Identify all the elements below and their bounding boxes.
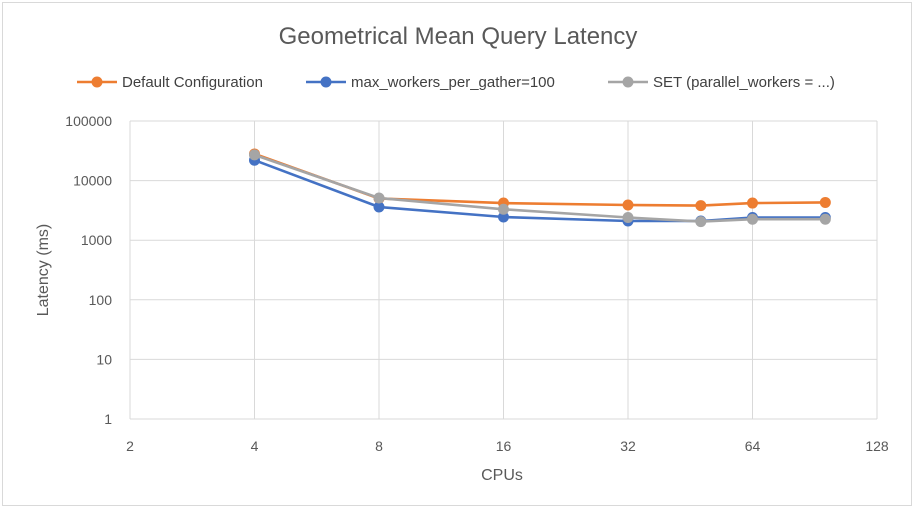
y-tick-label: 1: [104, 411, 112, 427]
legend: Default Configuration max_workers_per_gat…: [77, 74, 835, 91]
x-tick-label: 128: [865, 438, 889, 454]
data-point: [747, 213, 758, 225]
data-point: [695, 200, 707, 212]
y-tick-label: 1000: [81, 232, 112, 248]
data-point: [622, 212, 634, 224]
y-axis-title: Latency (ms): [35, 224, 52, 316]
data-point: [622, 199, 634, 211]
legend-item-3: SET (parallel_workers = ...): [608, 74, 835, 91]
y-tick-label: 100: [89, 292, 113, 308]
series-2: [249, 154, 831, 227]
legend-item-2: max_workers_per_gather=100: [306, 74, 555, 91]
x-tick-label: 32: [620, 438, 636, 454]
gridlines: [129, 120, 878, 419]
data-point: [819, 213, 831, 225]
series-1: [249, 148, 831, 212]
x-axis-title: CPUs: [481, 467, 523, 484]
x-tick-label: 4: [251, 438, 259, 454]
data-point: [249, 149, 260, 161]
series-line: [254, 153, 826, 223]
x-axis-ticks: 2 4 8 16 32 64 128: [126, 438, 889, 454]
x-tick-label: 2: [126, 438, 134, 454]
x-tick-label: 16: [496, 438, 512, 454]
series-layer: [249, 148, 831, 228]
data-point: [819, 196, 831, 208]
data-point: [695, 216, 707, 228]
y-tick-label: 10000: [73, 173, 112, 189]
y-tick-label: 100000: [65, 113, 112, 129]
legend-label: SET (parallel_workers = ...): [653, 74, 835, 91]
legend-item-1: Default Configuration: [77, 74, 263, 91]
y-axis-ticks: 1 10 100 1000 10000 100000: [65, 113, 112, 427]
legend-marker: [91, 76, 103, 88]
legend-label: max_workers_per_gather=100: [351, 74, 555, 91]
y-tick-label: 10: [96, 351, 112, 367]
chart-title: Geometrical Mean Query Latency: [279, 23, 638, 50]
x-tick-label: 8: [375, 438, 383, 454]
legend-label: Default Configuration: [122, 74, 263, 91]
series-line: [254, 152, 826, 207]
series-3: [249, 149, 831, 228]
data-point: [373, 201, 385, 213]
data-point: [747, 197, 758, 209]
data-point: [498, 211, 509, 223]
legend-marker: [622, 76, 634, 88]
data-point: [373, 192, 385, 204]
data-point: [498, 203, 509, 215]
legend-marker: [320, 76, 332, 88]
x-tick-label: 64: [745, 438, 761, 454]
